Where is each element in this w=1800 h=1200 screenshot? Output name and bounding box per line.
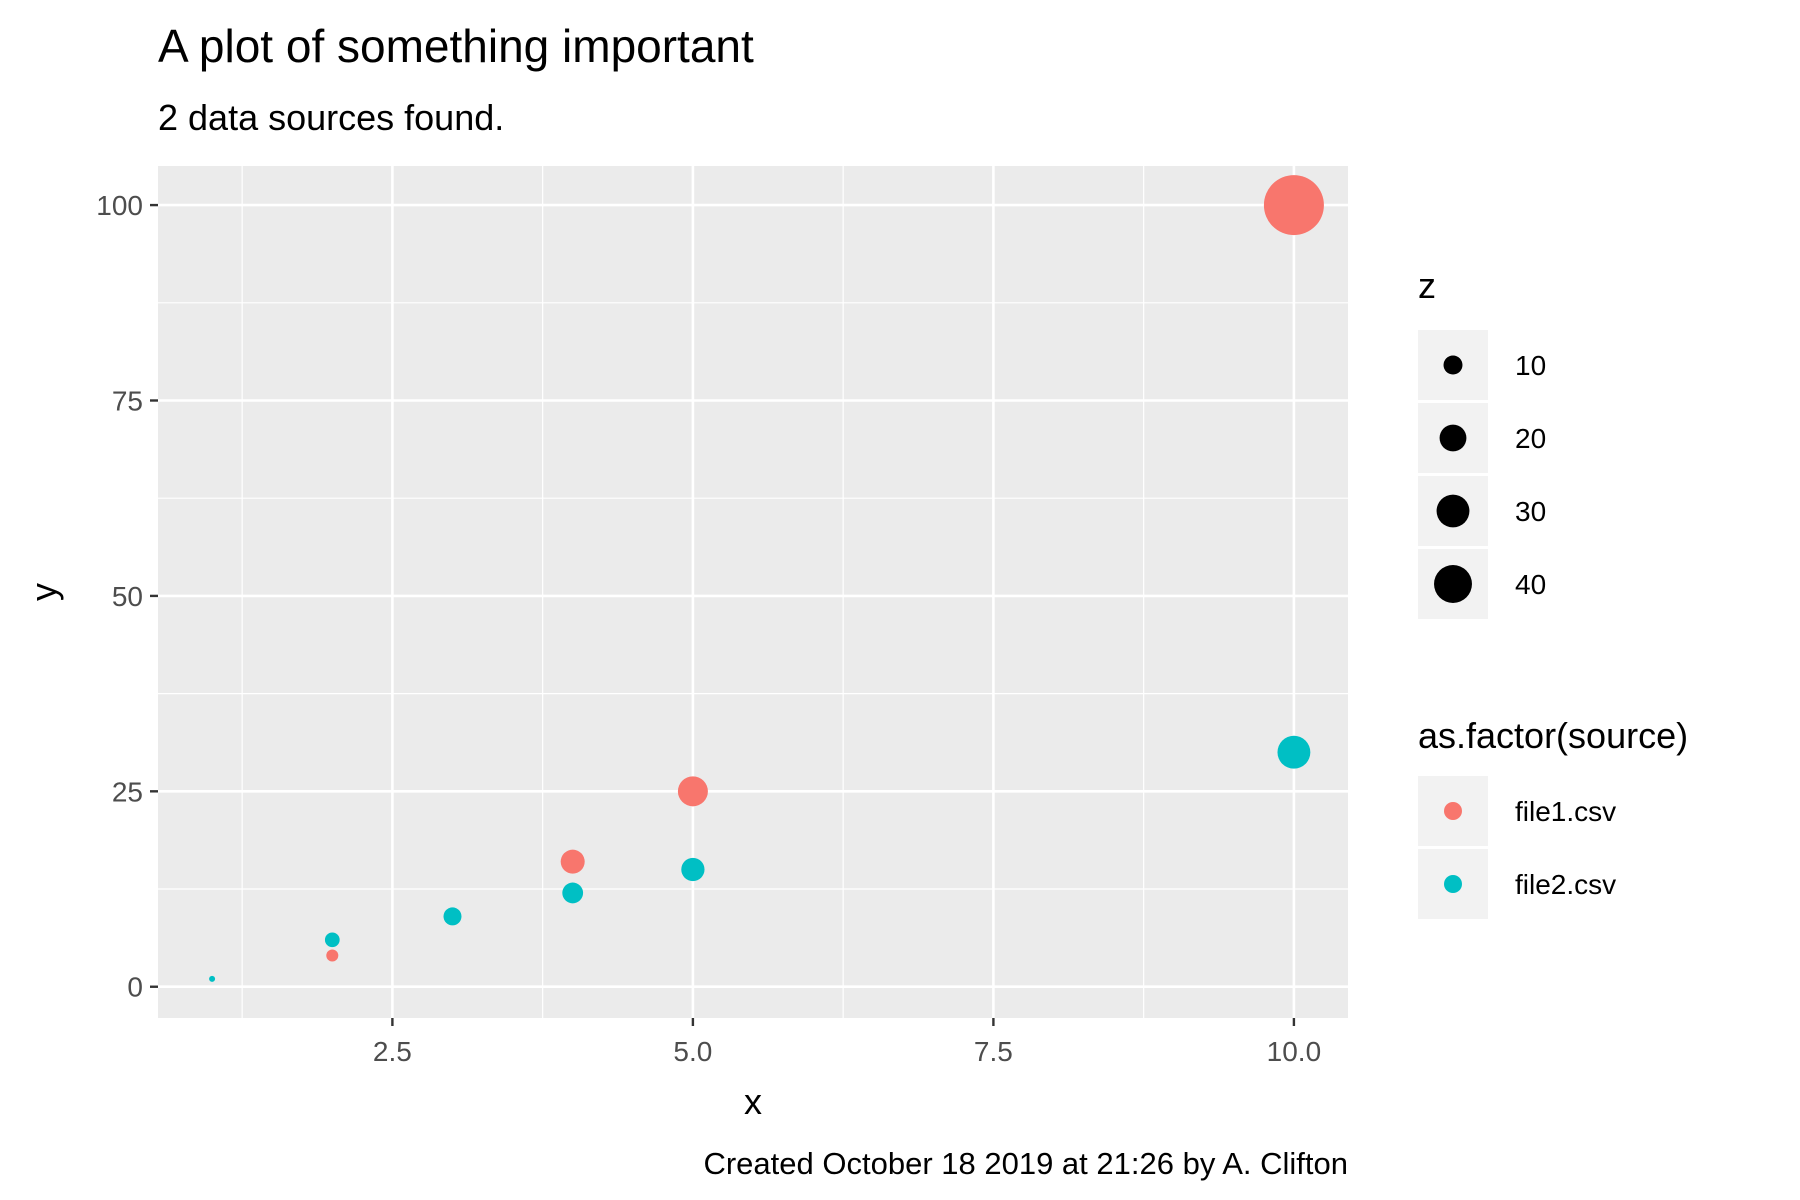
chart-title: A plot of something important xyxy=(158,20,754,72)
x-tick-label: 5.0 xyxy=(673,1036,712,1067)
size-legend-symbol xyxy=(1443,355,1463,375)
y-tick-label: 0 xyxy=(127,972,143,1003)
data-points xyxy=(209,175,1324,982)
data-point xyxy=(324,932,340,948)
color-legend-label: file1.csv xyxy=(1515,796,1616,827)
data-point xyxy=(681,857,705,882)
chart-caption: Created October 18 2019 at 21:26 by A. C… xyxy=(703,1146,1348,1181)
data-point xyxy=(326,949,339,962)
size-legend-title: z xyxy=(1418,265,1436,306)
data-point xyxy=(1277,735,1311,769)
plot-panel xyxy=(158,166,1348,1018)
x-tick-label: 7.5 xyxy=(974,1036,1013,1067)
data-point xyxy=(443,907,462,926)
data-point xyxy=(562,882,584,904)
size-legend-label: 30 xyxy=(1515,496,1546,527)
y-tick-label: 100 xyxy=(96,190,143,221)
size-legend-symbol xyxy=(1434,565,1472,603)
data-point xyxy=(1263,175,1324,236)
data-point xyxy=(560,849,585,874)
color-legend-keys: file1.csv file2.csv xyxy=(1418,776,1616,919)
size-legend-label: 10 xyxy=(1515,350,1546,381)
data-point xyxy=(209,975,216,982)
grid-major xyxy=(158,166,1348,1018)
color-legend: as.factor(source) file1.csv file2.csv xyxy=(1418,715,1688,919)
x-axis-title: x xyxy=(744,1081,762,1122)
size-legend-label: 40 xyxy=(1515,569,1546,600)
size-legend-label: 20 xyxy=(1515,423,1546,454)
color-legend-label: file2.csv xyxy=(1515,869,1616,900)
chart-subtitle: 2 data sources found. xyxy=(158,97,504,138)
data-point xyxy=(677,776,708,807)
y-tick-label: 75 xyxy=(112,385,143,416)
grid-minor xyxy=(158,166,1348,1018)
size-legend-symbol xyxy=(1439,424,1467,452)
color-legend-symbol xyxy=(1444,802,1462,820)
size-legend-symbol xyxy=(1436,494,1470,528)
y-axis: 0 25 50 75 100 xyxy=(96,190,158,1003)
color-legend-title: as.factor(source) xyxy=(1418,715,1688,756)
color-legend-symbol xyxy=(1444,875,1462,893)
x-tick-label: 10.0 xyxy=(1267,1036,1322,1067)
x-axis: 2.5 5.0 7.5 10.0 xyxy=(373,1018,1321,1067)
y-tick-label: 50 xyxy=(112,581,143,612)
size-legend-keys: 10 20 30 40 xyxy=(1418,330,1546,619)
y-tick-label: 25 xyxy=(112,776,143,807)
x-tick-label: 2.5 xyxy=(373,1036,412,1067)
size-legend: z 10 20 30 40 xyxy=(1418,265,1546,619)
y-axis-title: y xyxy=(23,583,64,601)
